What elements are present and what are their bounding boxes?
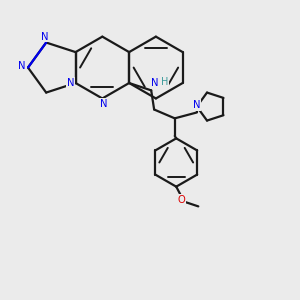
Text: N: N [41, 32, 48, 42]
Text: N: N [151, 78, 158, 88]
Text: N: N [18, 61, 26, 71]
Text: O: O [178, 195, 185, 205]
Text: H: H [161, 77, 168, 87]
Text: N: N [193, 100, 201, 110]
Text: N: N [100, 99, 108, 109]
Text: N: N [67, 78, 74, 88]
